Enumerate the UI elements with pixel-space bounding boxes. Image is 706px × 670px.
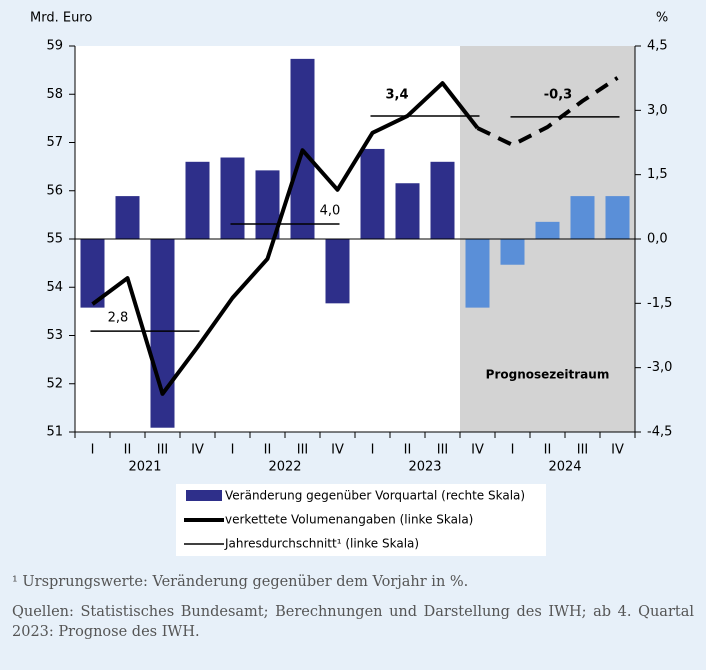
x-tick-label: III [297,443,309,458]
y2-tick-label: -4,5 [647,425,672,440]
x-tick-label: I [371,443,375,458]
legend-label: verkettete Volumenangaben (linke Skala) [225,513,473,527]
x-tick-label: I [511,443,515,458]
y-tick-label: 59 [46,39,63,54]
x-tick-label: IV [331,443,344,458]
bar [150,239,175,428]
y2-tick-label: -3,0 [647,360,672,375]
x-tick-label: I [231,443,235,458]
x-tick-label: I [91,443,95,458]
y-tick-label: 56 [46,183,63,198]
bar [570,196,595,239]
forecast-label: Prognosezeitraum [486,368,610,382]
y-axis-label: Mrd. Euro [30,11,92,26]
bar [395,183,420,239]
average-label: 4,0 [320,204,341,219]
y2-tick-label: 1,5 [647,167,668,182]
x-tick-label: IV [471,443,484,458]
y2-axis-label: % [656,11,668,26]
source: Quellen: Statistisches Bundesamt; Berech… [12,604,694,640]
forecast-line [476,76,619,147]
y2-tick-label: -1,5 [647,296,672,311]
footnote: ¹ Ursprungswerte: Veränderung gegenüber … [12,574,469,590]
bar [220,157,245,239]
average-label: -0,3 [544,87,572,102]
bar [185,161,210,239]
x-tick-label: IV [611,443,624,458]
legend [176,484,546,556]
y2-tick-label: 4,5 [647,39,668,54]
legend-swatch [186,490,222,501]
chart: Mrd. Euro % Prognosezeitraum 51 52 53 54 55 56… [30,11,672,556]
y-tick-label: 58 [46,87,63,102]
x-tick-label: II [124,443,132,458]
y-tick-label: 51 [46,425,63,440]
year-label: 2022 [268,460,301,475]
y-tick-label: 57 [46,135,63,150]
y-tick-label: 55 [46,232,63,247]
x-tick-label: III [157,443,169,458]
y-tick-label: 54 [46,280,63,295]
x-tick-label: II [544,443,552,458]
x-tick-label: IV [191,443,204,458]
legend-label: Veränderung gegenüber Vorquartal (rechte… [225,489,525,503]
y-tick-label: 52 [46,376,63,391]
year-label: 2021 [128,460,161,475]
y2-tick-label: 0,0 [647,232,668,247]
bar [360,148,385,239]
year-label: 2023 [408,460,441,475]
x-tick-label: II [264,443,272,458]
bar [325,239,350,304]
notes: ¹ Ursprungswerte: Veränderung gegenüber … [12,572,694,652]
x-tick-label: III [577,443,589,458]
y2-tick-label: 3,0 [647,103,668,118]
bar [500,239,525,265]
x-tick-label: III [437,443,449,458]
bar [535,221,560,239]
y-tick-label: 53 [46,328,63,343]
average-label: 3,4 [385,87,408,102]
average-label: 2,8 [108,311,129,326]
bar [465,239,490,308]
year-label: 2024 [548,460,581,475]
bar [605,196,630,239]
bar [430,161,455,239]
x-tick-label: II [404,443,412,458]
bar [115,196,140,239]
line [91,81,480,396]
legend-label: Jahresdurchschnitt¹ (linke Skala) [224,537,419,551]
